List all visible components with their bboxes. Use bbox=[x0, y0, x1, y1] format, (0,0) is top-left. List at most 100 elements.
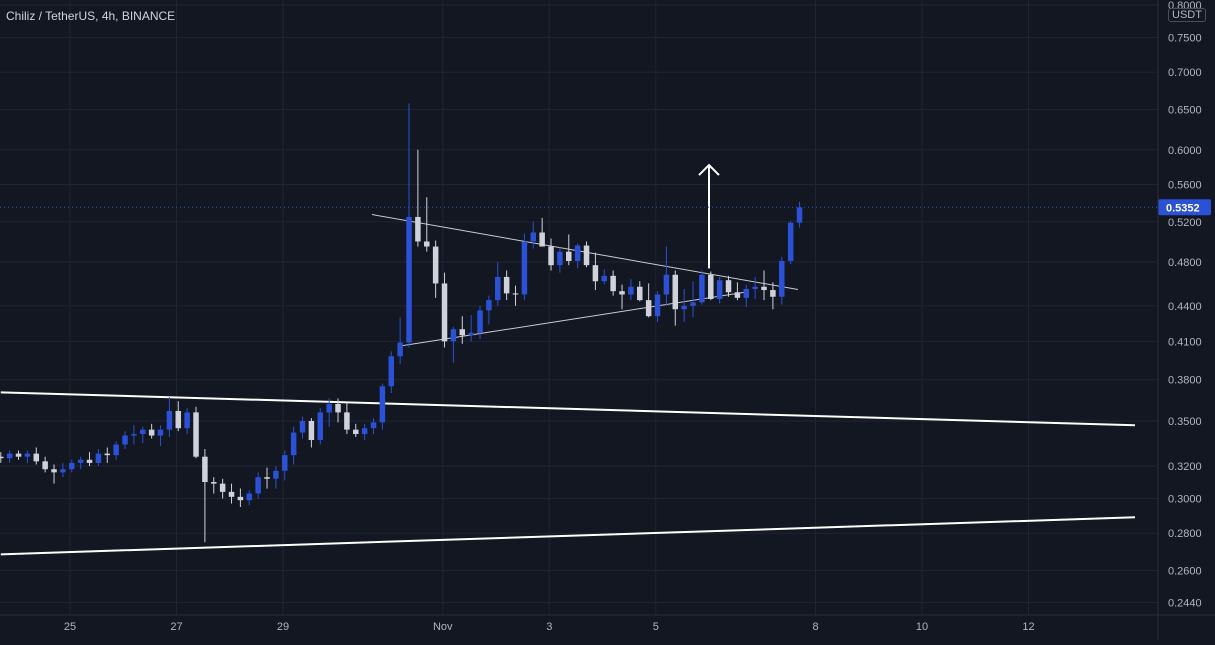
candle[interactable] bbox=[299, 416, 306, 439]
candle[interactable] bbox=[459, 316, 466, 344]
candle[interactable] bbox=[202, 449, 208, 543]
candle[interactable] bbox=[663, 246, 670, 306]
candle[interactable] bbox=[619, 284, 625, 310]
candle[interactable] bbox=[690, 281, 696, 318]
candle[interactable] bbox=[166, 397, 173, 438]
candle[interactable] bbox=[33, 447, 40, 465]
candle[interactable] bbox=[441, 272, 448, 348]
candle[interactable] bbox=[761, 270, 767, 301]
candle[interactable] bbox=[184, 408, 190, 435]
candle[interactable] bbox=[716, 276, 723, 304]
candle[interactable] bbox=[415, 149, 421, 247]
candle[interactable] bbox=[495, 262, 501, 306]
candle[interactable] bbox=[104, 447, 111, 463]
candle[interactable] bbox=[255, 472, 261, 499]
candle[interactable] bbox=[6, 450, 13, 463]
candle[interactable] bbox=[175, 401, 182, 432]
candle[interactable] bbox=[290, 426, 297, 465]
candle[interactable] bbox=[140, 426, 146, 443]
candle[interactable] bbox=[566, 234, 572, 266]
candle[interactable] bbox=[15, 450, 22, 460]
candle[interactable] bbox=[86, 452, 93, 467]
x-tick-label: 5 bbox=[653, 621, 659, 633]
candle[interactable] bbox=[530, 221, 537, 249]
candle[interactable] bbox=[273, 466, 279, 489]
candle[interactable] bbox=[468, 315, 474, 342]
candle[interactable] bbox=[51, 464, 57, 484]
candle[interactable] bbox=[450, 326, 457, 363]
candle[interactable] bbox=[148, 423, 155, 439]
candle[interactable] bbox=[282, 450, 288, 481]
candle[interactable] bbox=[228, 483, 235, 504]
symbol-title[interactable]: Chiliz / TetherUS, 4h, BINANCE bbox=[6, 9, 176, 23]
candle[interactable] bbox=[344, 402, 350, 435]
candle[interactable] bbox=[77, 456, 84, 470]
candle[interactable] bbox=[326, 398, 332, 427]
candle[interactable] bbox=[237, 488, 244, 507]
candle[interactable] bbox=[486, 295, 492, 325]
candle[interactable] bbox=[574, 243, 581, 269]
candle[interactable] bbox=[379, 383, 386, 430]
candle[interactable] bbox=[69, 459, 75, 473]
candle[interactable] bbox=[796, 201, 803, 228]
candle[interactable] bbox=[699, 270, 705, 305]
candle[interactable] bbox=[503, 270, 510, 301]
candle[interactable] bbox=[219, 478, 226, 499]
candle[interactable] bbox=[406, 103, 412, 348]
candle[interactable] bbox=[725, 275, 732, 297]
candle[interactable] bbox=[477, 305, 483, 339]
candle[interactable] bbox=[424, 197, 430, 252]
candle[interactable] bbox=[317, 408, 324, 445]
candle[interactable] bbox=[557, 247, 563, 273]
trendline[interactable] bbox=[0, 391, 1136, 427]
candle[interactable] bbox=[131, 425, 137, 445]
candle[interactable] bbox=[752, 276, 758, 299]
candle[interactable] bbox=[734, 282, 741, 301]
candle[interactable] bbox=[42, 456, 48, 473]
candle[interactable] bbox=[681, 288, 687, 323]
candle[interactable] bbox=[246, 490, 253, 506]
candle[interactable] bbox=[539, 217, 545, 247]
candle[interactable] bbox=[779, 256, 785, 305]
candle[interactable] bbox=[95, 449, 102, 467]
candle[interactable] bbox=[512, 285, 519, 306]
candle[interactable] bbox=[353, 423, 359, 438]
candle[interactable] bbox=[193, 406, 199, 459]
candle[interactable] bbox=[388, 351, 395, 393]
candle[interactable] bbox=[0, 452, 4, 463]
candle[interactable] bbox=[335, 398, 341, 423]
candle[interactable] bbox=[157, 425, 164, 447]
trendline[interactable] bbox=[0, 516, 1136, 556]
candle[interactable] bbox=[60, 462, 66, 478]
candle[interactable] bbox=[645, 283, 652, 318]
candle[interactable] bbox=[432, 240, 439, 298]
candle[interactable] bbox=[361, 423, 368, 440]
candle[interactable] bbox=[397, 317, 403, 364]
candle[interactable] bbox=[583, 241, 590, 268]
candle[interactable] bbox=[24, 450, 31, 463]
trendline[interactable] bbox=[398, 291, 745, 347]
candle[interactable] bbox=[610, 270, 616, 296]
candle[interactable] bbox=[521, 233, 528, 301]
candle[interactable] bbox=[628, 279, 634, 301]
candle[interactable] bbox=[637, 281, 643, 302]
candle[interactable] bbox=[708, 271, 714, 301]
candle[interactable] bbox=[743, 284, 750, 307]
candle[interactable] bbox=[264, 467, 270, 489]
currency-badge[interactable]: USDT bbox=[1168, 8, 1206, 22]
candles[interactable] bbox=[0, 103, 803, 543]
candle[interactable] bbox=[592, 252, 599, 291]
candle[interactable] bbox=[787, 220, 794, 265]
candle[interactable] bbox=[211, 477, 217, 494]
candle[interactable] bbox=[113, 441, 119, 460]
candle[interactable] bbox=[548, 238, 554, 271]
candle[interactable] bbox=[370, 418, 377, 435]
candle[interactable] bbox=[672, 270, 679, 326]
candle[interactable] bbox=[654, 291, 661, 323]
candle[interactable] bbox=[770, 282, 776, 310]
candle[interactable] bbox=[601, 269, 608, 285]
candle[interactable] bbox=[122, 431, 128, 450]
candle[interactable] bbox=[308, 418, 315, 448]
